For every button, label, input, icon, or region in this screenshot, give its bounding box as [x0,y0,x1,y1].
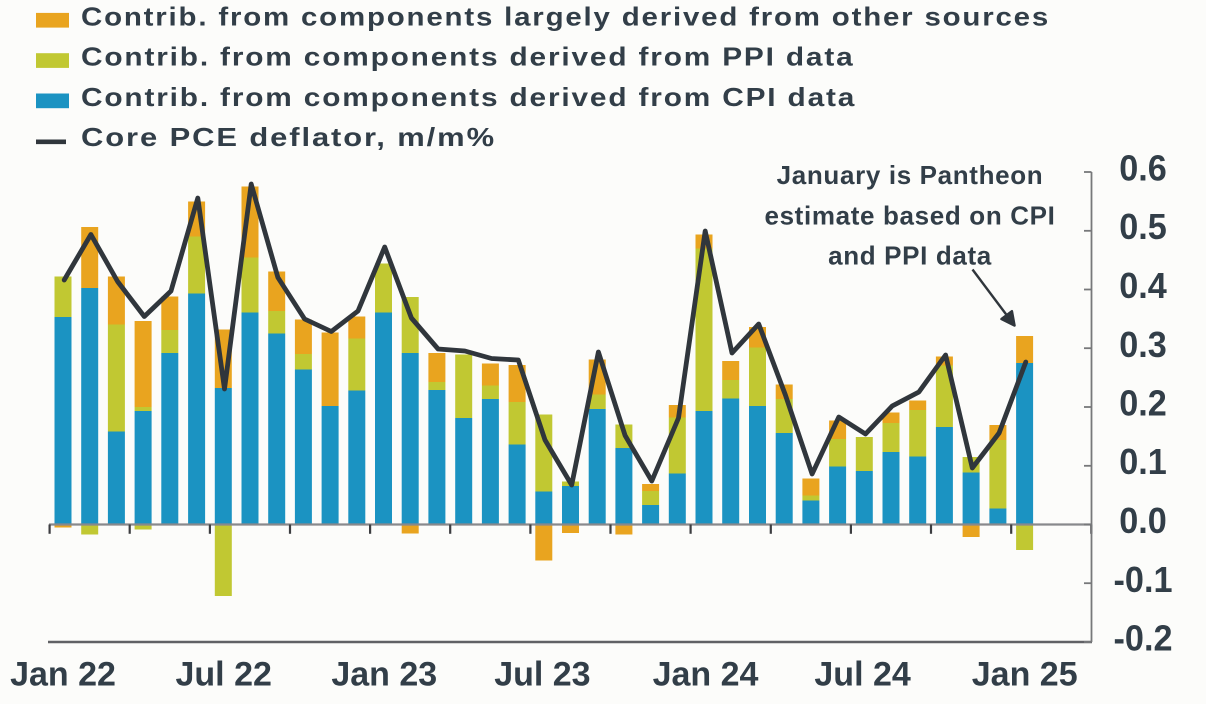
svg-text:0.6: 0.6 [1119,149,1167,189]
svg-text:0.0: 0.0 [1119,501,1167,541]
svg-text:0.2: 0.2 [1119,384,1167,424]
svg-text:Jan 24: Jan 24 [653,655,759,693]
svg-text:Jul 22: Jul 22 [176,655,272,693]
svg-text:Jan 23: Jan 23 [331,655,437,693]
svg-text:0.4: 0.4 [1119,266,1167,306]
svg-text:0.1: 0.1 [1119,442,1167,482]
svg-text:Jan 25: Jan 25 [972,655,1078,693]
svg-text:0.3: 0.3 [1119,325,1167,365]
svg-text:Core PCE deflator, m/m%: Core PCE deflator, m/m% [81,123,496,152]
svg-text:January is Pantheon: January is Pantheon [777,160,1044,190]
svg-text:Jul 24: Jul 24 [814,655,910,693]
svg-text:0.5: 0.5 [1119,207,1167,247]
svg-text:Contrib. from components deriv: Contrib. from components derived from PP… [81,42,855,71]
svg-text:-0.2: -0.2 [1114,619,1173,659]
svg-text:Contrib. from components large: Contrib. from components largely derived… [81,2,1050,31]
svg-text:and PPI data: and PPI data [828,240,992,270]
svg-text:Contrib. from components deriv: Contrib. from components derived from CP… [81,83,856,112]
svg-text:estimate based on CPI: estimate based on CPI [764,201,1055,231]
svg-text:Jan 22: Jan 22 [10,655,116,693]
svg-text:-0.1: -0.1 [1114,560,1173,600]
svg-text:Jul 23: Jul 23 [494,655,590,693]
